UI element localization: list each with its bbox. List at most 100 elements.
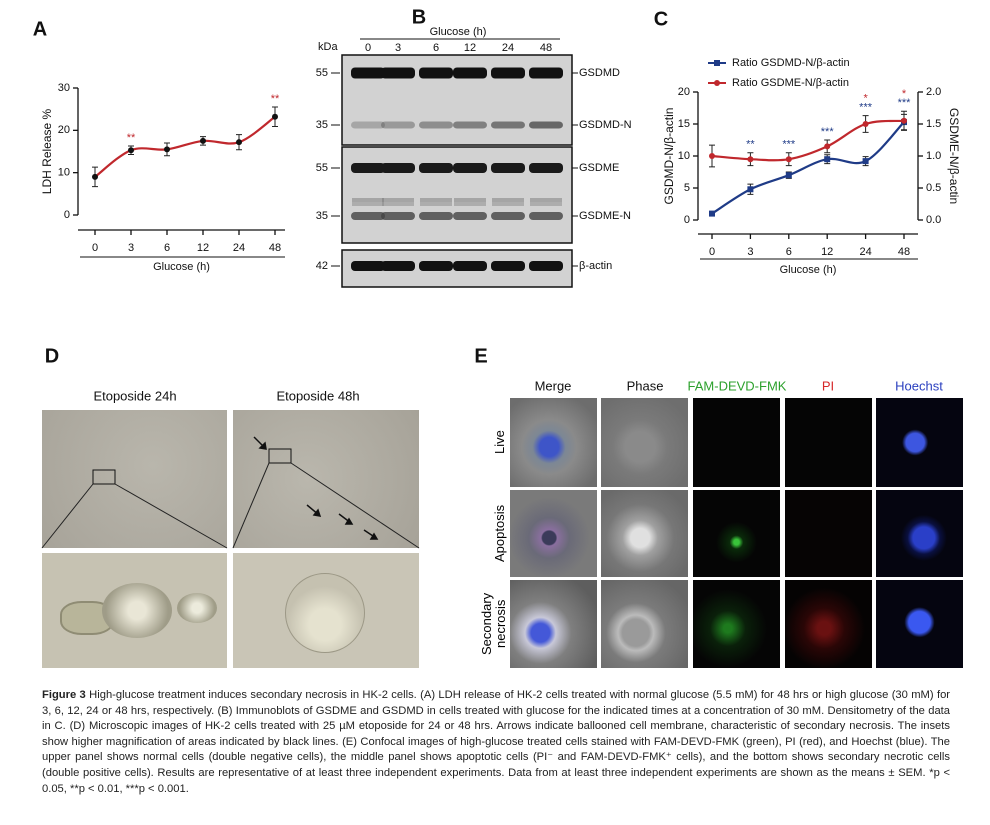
data-point: [785, 172, 792, 179]
blot-band: [420, 202, 452, 206]
column-title: Etoposide 48h: [276, 388, 359, 403]
panel-label: B: [412, 6, 426, 28]
blot-band: [352, 198, 384, 202]
lane-label: 48: [540, 42, 552, 54]
data-point: [824, 143, 831, 150]
significance-label: ***: [821, 126, 835, 138]
blot-band: [351, 121, 385, 129]
confocal-image: [785, 398, 872, 487]
blot-band: [382, 198, 414, 202]
blot-header: Glucose (h): [430, 26, 487, 38]
x-tick-label: 0: [92, 242, 98, 254]
y-tick-label: 20: [678, 86, 690, 98]
data-point: [901, 117, 907, 124]
legend-marker: [714, 60, 720, 66]
confocal-image: [601, 398, 688, 487]
inset-lines: [41, 436, 420, 549]
significance-label: *: [863, 93, 868, 105]
data-point: [236, 139, 242, 146]
micrograph: [233, 410, 419, 548]
panel-label: D: [45, 345, 59, 367]
data-point: [92, 173, 98, 180]
blot-band: [529, 261, 563, 271]
caption-text: High-glucose treatment induces secondary…: [42, 689, 951, 795]
blot-band: [491, 163, 525, 173]
blot-band: [491, 212, 525, 220]
lane-label: 6: [433, 42, 439, 54]
y-tick-label: 10: [58, 167, 70, 179]
confocal-image: [510, 580, 597, 668]
y-tick-label: 10: [678, 150, 690, 162]
significance-label: **: [127, 132, 136, 144]
kda-marker: 42: [316, 260, 328, 272]
data-point: [272, 113, 278, 120]
blot-band: [381, 121, 415, 129]
blot-band: [453, 212, 487, 220]
y2-axis-title: GSDME-N/β-actin: [947, 108, 961, 204]
blot-band: [351, 67, 385, 79]
blot-band: [492, 202, 524, 206]
legend-label: Ratio GSDME-N/β-actin: [732, 77, 849, 89]
confocal-image: [510, 398, 597, 487]
panel-label: A: [33, 18, 47, 40]
blot-band: [381, 261, 415, 271]
lane-label: 12: [464, 42, 476, 54]
x-tick-label: 12: [821, 246, 833, 258]
column-title: PI: [822, 378, 834, 393]
panel-label: E: [474, 345, 487, 367]
blot-band: [453, 121, 487, 129]
data-point: [862, 158, 869, 165]
kda-marker: 35: [316, 210, 328, 222]
confocal-image: [601, 490, 688, 577]
blot-band: [352, 202, 384, 206]
row-label: Live: [492, 430, 507, 455]
series-line: [711, 119, 905, 162]
y-tick-label: 0: [684, 214, 690, 226]
lane-label: 3: [395, 42, 401, 54]
x-axis-title: Glucose (h): [780, 264, 837, 276]
confocal-image: [693, 398, 780, 487]
y-tick-label: 0: [64, 209, 70, 221]
confocal-image: [785, 580, 872, 668]
x-tick-label: 48: [269, 242, 281, 254]
inset-line: [41, 483, 94, 549]
kda-marker: 55: [316, 162, 328, 174]
confocal-image: [876, 490, 963, 577]
blot-band: [419, 121, 453, 129]
blot-band: [382, 202, 414, 206]
x-tick-label: 0: [709, 246, 715, 258]
blot-band: [419, 163, 453, 173]
blot-band: [453, 261, 487, 271]
blot-band: [419, 261, 453, 271]
data-point: [128, 147, 134, 154]
series-line: [711, 121, 905, 215]
micrograph-inset: [233, 553, 419, 668]
blot-band: [454, 202, 486, 206]
data-point: [785, 156, 792, 163]
series-line: [94, 115, 276, 178]
blot-band: [419, 67, 453, 79]
blot-unit: kDa: [318, 41, 338, 53]
inset-box: [92, 469, 116, 485]
column-title: Merge: [535, 378, 572, 393]
blot-band: [530, 202, 562, 206]
x-tick-label: 12: [197, 242, 209, 254]
significance-label: **: [746, 139, 755, 151]
caption: Figure 3 High-glucose treatment induces …: [42, 688, 950, 797]
x-tick-label: 3: [747, 246, 753, 258]
column-title: FAM-DEVD-FMK: [688, 378, 787, 393]
band-label: GSDME: [579, 162, 619, 174]
band-label: β-actin: [579, 260, 612, 272]
blot-band: [492, 198, 524, 202]
x-tick-label: 24: [233, 242, 245, 254]
legend-marker: [714, 80, 720, 86]
legend-label: Ratio GSDMD-N/β-actin: [732, 57, 850, 69]
blot-band: [491, 261, 525, 271]
inset-line: [290, 462, 420, 549]
confocal-image: [876, 580, 963, 668]
blot-band: [530, 198, 562, 202]
data-point: [709, 153, 715, 159]
blot-band: [351, 261, 385, 271]
significance-label: *: [902, 88, 907, 100]
